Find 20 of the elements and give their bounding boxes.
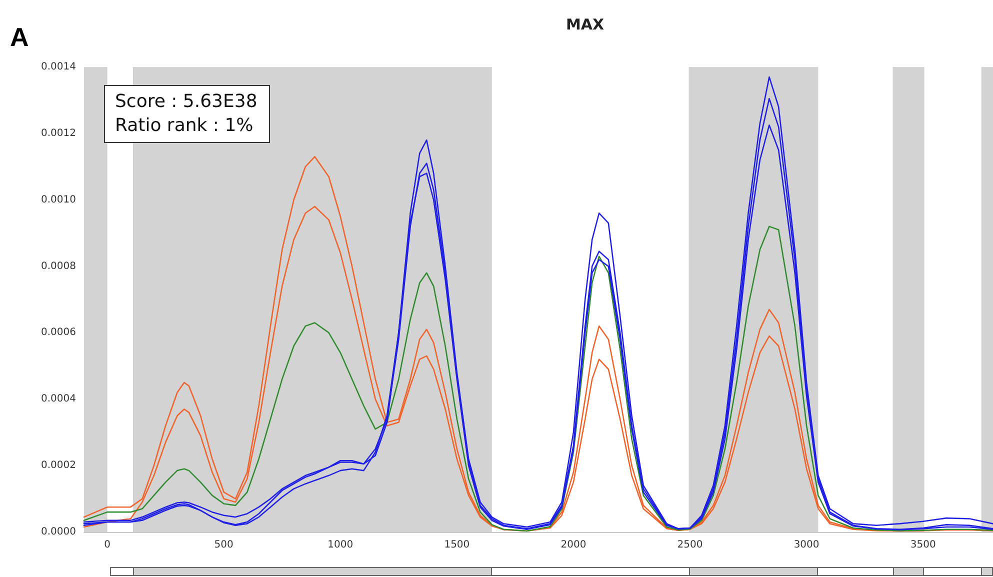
y-tick-label: 0.0002: [41, 460, 76, 472]
y-tick-label: 0.0006: [41, 327, 76, 338]
annotation: Score : 5.63E38: [115, 90, 258, 114]
text: A: [10, 22, 29, 53]
x-tick-label: 1000: [328, 540, 354, 550]
y-tick-label: 0.0010: [41, 194, 76, 206]
annotation: Ratio rank : 1%: [115, 114, 254, 138]
y-tick-label: 0.0008: [41, 260, 76, 272]
y-tick-label: 0.0000: [41, 526, 76, 538]
chart-title: MAX: [566, 16, 604, 34]
x-tick-label: 3500: [910, 540, 936, 550]
x-tick-label: 2000: [560, 540, 586, 550]
x-tick-label: 500: [214, 540, 234, 550]
y-tick-label: 0.0012: [41, 128, 76, 139]
x-tick-label: 0: [104, 540, 110, 550]
x-tick-label: 1500: [444, 540, 470, 550]
y-tick-label: 0.0014: [41, 62, 76, 72]
x-tick-label: 3000: [794, 540, 820, 550]
x-tick-label: 2500: [677, 540, 703, 550]
y-tick-label: 0.0004: [41, 394, 76, 405]
